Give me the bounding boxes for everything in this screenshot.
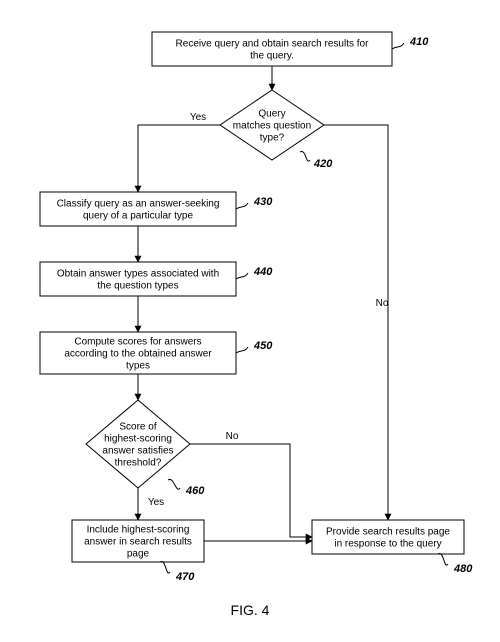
node-n410: Receive query and obtain search results … bbox=[152, 32, 429, 66]
flowchart-fig4: Yes No Yes No Receive query and obtain sear… bbox=[0, 0, 500, 642]
ref-lead bbox=[236, 203, 248, 209]
edge-label: No bbox=[376, 298, 389, 309]
node-n450: Compute scores for answersaccording to t… bbox=[40, 332, 273, 374]
node-n460: Score ofhighest-scoringanswer satisfiest… bbox=[86, 400, 205, 497]
edge: No bbox=[190, 431, 312, 537]
ref-number: 470 bbox=[175, 571, 195, 583]
ref-lead bbox=[438, 553, 448, 565]
ref-lead bbox=[168, 479, 180, 489]
edge-label: No bbox=[226, 431, 239, 442]
node-label: Provide search results pagein response t… bbox=[326, 527, 450, 550]
edge: No bbox=[324, 125, 389, 520]
ref-lead bbox=[236, 273, 248, 279]
figure-caption: FIG. 4 bbox=[231, 602, 270, 618]
ref-lead bbox=[300, 151, 310, 161]
edge-label: Yes bbox=[148, 497, 164, 508]
ref-lead bbox=[236, 347, 248, 353]
ref-number: 480 bbox=[453, 563, 473, 575]
ref-number: 430 bbox=[253, 196, 273, 208]
node-n470: Include highest-scoringanswer in search … bbox=[72, 520, 204, 583]
node-n430: Classify query as an answer-seekingquery… bbox=[40, 192, 273, 226]
edge: Yes bbox=[138, 488, 164, 520]
node-n480: Provide search results pagein response t… bbox=[312, 520, 473, 575]
ref-number: 440 bbox=[253, 266, 273, 278]
edge-label: Yes bbox=[190, 112, 206, 123]
node-n420: Querymatches questiontype?420 bbox=[220, 90, 333, 170]
node-n440: Obtain answer types associated withthe q… bbox=[40, 262, 273, 296]
ref-number: 460 bbox=[185, 485, 205, 497]
ref-lead bbox=[392, 43, 404, 49]
ref-lead bbox=[160, 561, 170, 573]
ref-number: 420 bbox=[313, 158, 333, 170]
ref-number: 450 bbox=[253, 340, 273, 352]
ref-number: 410 bbox=[409, 36, 429, 48]
edge: Yes bbox=[138, 112, 220, 192]
